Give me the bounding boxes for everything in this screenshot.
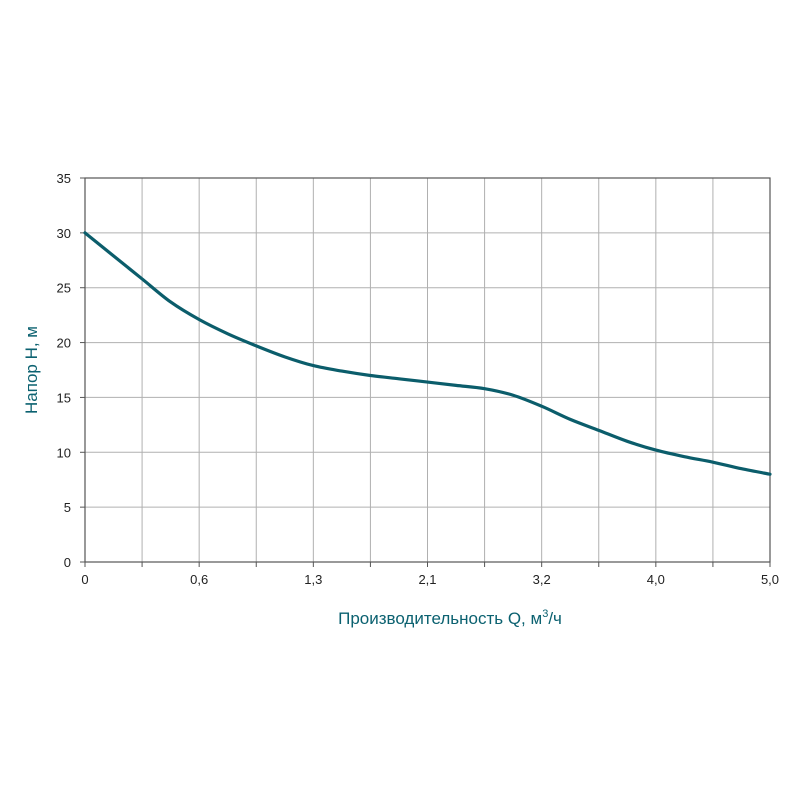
y-axis-title: Напор H, м [22, 326, 41, 414]
y-tick-label: 15 [57, 390, 71, 405]
y-tick-label: 30 [57, 226, 71, 241]
series-line [83, 231, 772, 476]
y-tick-label: 0 [64, 555, 71, 570]
x-tick-label: 4,0 [647, 572, 665, 587]
x-tick-label: 2,1 [418, 572, 436, 587]
y-tick-label: 35 [57, 171, 71, 186]
x-tick-label: 1,3 [304, 572, 322, 587]
x-tick-label: 0,6 [190, 572, 208, 587]
tick-marks [80, 177, 771, 567]
x-tick-label: 0 [81, 572, 88, 587]
x-axis-title-sup: 3 [542, 608, 548, 620]
grid [85, 178, 770, 562]
y-tick-labels: 0 5 10 15 20 25 30 35 [57, 171, 71, 570]
x-tick-label: 3,2 [533, 572, 551, 587]
x-tick-labels: 0 0,6 1,3 2,1 3,2 4,0 5,0 [81, 572, 779, 587]
x-tick-label: 5,0 [761, 572, 779, 587]
y-tick-label: 10 [57, 445, 71, 460]
y-tick-label: 25 [57, 281, 71, 296]
x-axis-title-main: Производительность Q, м [338, 609, 542, 628]
y-tick-label: 20 [57, 336, 71, 351]
y-tick-label: 5 [64, 500, 71, 515]
x-axis-title-tail: /ч [548, 609, 562, 628]
x-axis-title: Производительность Q, м3/ч [338, 608, 562, 628]
